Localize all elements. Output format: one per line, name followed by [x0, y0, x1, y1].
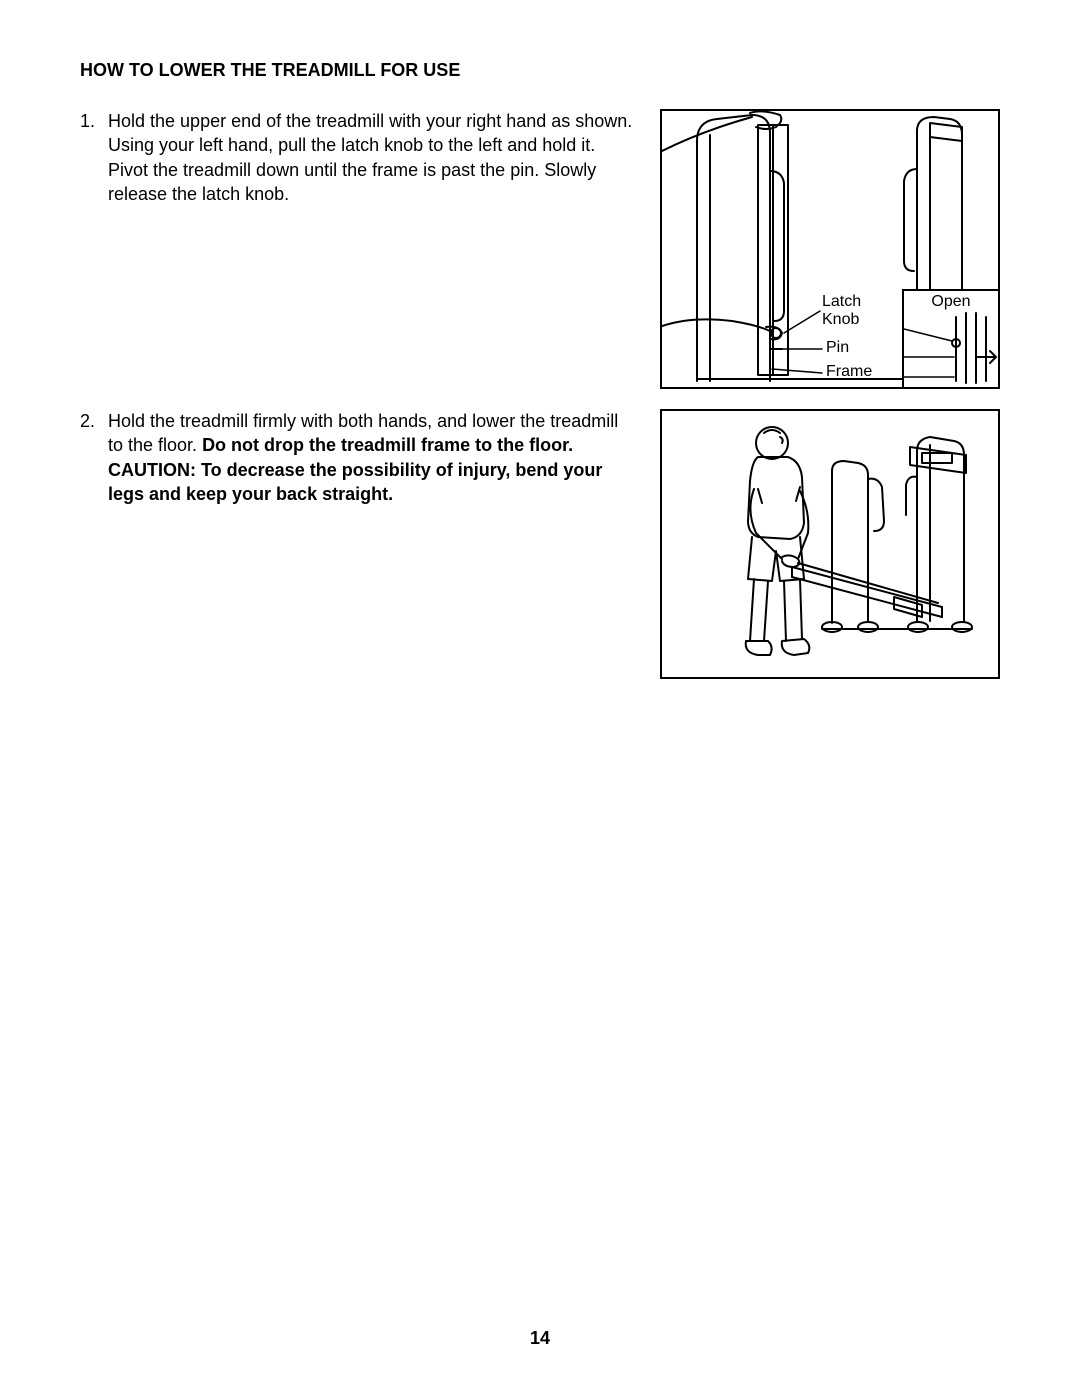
figure-1-inset-svg [904, 311, 998, 385]
row-step-2: 2. Hold the treadmill firmly with both h… [80, 409, 1000, 679]
step-2: 2. Hold the treadmill firmly with both h… [80, 409, 636, 506]
figure-2-col [660, 409, 1000, 679]
step-1: 1. Hold the upper end of the treadmill w… [80, 109, 636, 206]
inset-open-label: Open [904, 293, 998, 311]
label-frame: Frame [826, 363, 872, 381]
label-pin: Pin [826, 339, 849, 357]
step-1-body: Hold the upper end of the treadmill with… [108, 109, 636, 206]
step-1-number: 1. [80, 109, 108, 206]
label-latch: Latch [822, 293, 861, 311]
step-2-text-col: 2. Hold the treadmill firmly with both h… [80, 409, 636, 506]
row-step-1: 1. Hold the upper end of the treadmill w… [80, 109, 1000, 389]
section-heading: HOW TO LOWER THE TREADMILL FOR USE [80, 60, 1000, 81]
figure-1: Latch Knob Pin Frame Open [660, 109, 1000, 389]
step-1-text-col: 1. Hold the upper end of the treadmill w… [80, 109, 636, 206]
figure-1-col: Latch Knob Pin Frame Open [660, 109, 1000, 389]
manual-page: HOW TO LOWER THE TREADMILL FOR USE 1. Ho… [0, 0, 1080, 1397]
step-2-body: Hold the treadmill firmly with both hand… [108, 409, 636, 506]
step-2-number: 2. [80, 409, 108, 506]
page-number: 14 [0, 1328, 1080, 1349]
figure-2 [660, 409, 1000, 679]
figure-2-svg [662, 411, 998, 677]
figure-1-inset: Open [902, 289, 1000, 389]
label-knob: Knob [822, 311, 859, 329]
